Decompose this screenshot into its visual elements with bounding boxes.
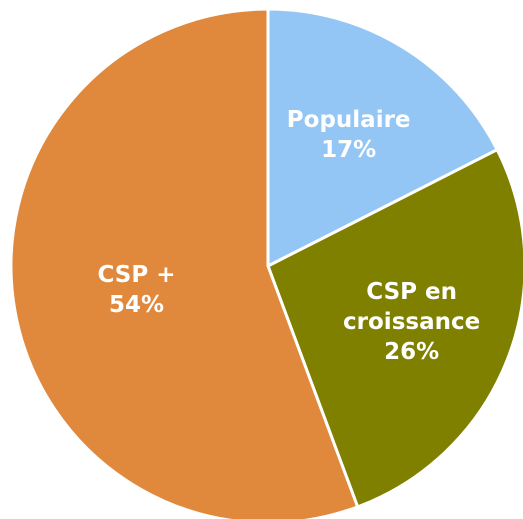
slice-category: Populaire	[286, 106, 411, 133]
pie-slice	[266, 148, 523, 509]
slice-label: CSP + 54%	[41, 260, 231, 320]
slice-category: CSP en croissance	[343, 279, 481, 336]
slice-value: 17%	[321, 136, 377, 163]
slice-value: 26%	[384, 339, 440, 366]
pie-slice	[9, 7, 360, 519]
slice-value: 54%	[108, 291, 164, 318]
pie-slice	[266, 7, 499, 268]
slice-category: CSP +	[97, 261, 176, 288]
slice-label: CSP en croissance 26%	[317, 277, 507, 367]
slice-label: Populaire 17%	[254, 105, 444, 165]
